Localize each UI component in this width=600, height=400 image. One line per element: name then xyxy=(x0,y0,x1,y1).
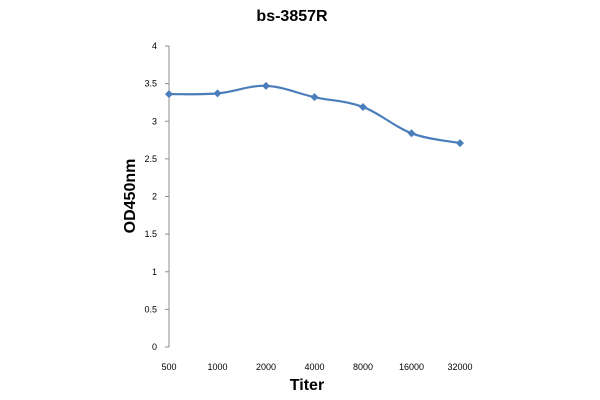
x-tick-label: 32000 xyxy=(447,362,472,372)
y-tick-label: 0.5 xyxy=(144,304,157,314)
y-tick-label: 2.5 xyxy=(144,154,157,164)
y-tick-label: 2 xyxy=(152,192,157,202)
x-axis-ticks: 500 1000 2000 4000 8000 16000 32000 xyxy=(161,362,472,372)
x-tick-label: 4000 xyxy=(304,362,324,372)
data-point xyxy=(359,102,367,111)
series-points xyxy=(165,81,464,148)
data-point xyxy=(310,93,319,102)
data-point xyxy=(407,129,416,138)
y-tick-label: 1.5 xyxy=(144,229,157,239)
y-tick-label: 3 xyxy=(152,116,157,126)
y-axis-title: OD450nm xyxy=(122,159,139,234)
x-tick-label: 8000 xyxy=(353,362,373,372)
data-point xyxy=(213,89,222,98)
y-tick-label: 4 xyxy=(152,41,157,51)
data-point xyxy=(456,139,464,148)
x-tick-label: 500 xyxy=(161,362,176,372)
data-point xyxy=(165,90,173,99)
x-tick-label: 1000 xyxy=(207,362,227,372)
x-tick-label: 16000 xyxy=(399,362,424,372)
y-axis-ticks: 0 0.5 1 1.5 2 2.5 3 3.5 4 xyxy=(144,41,169,352)
y-tick-label: 0 xyxy=(152,342,157,352)
y-tick-label: 1 xyxy=(152,267,157,277)
data-point xyxy=(262,81,270,90)
x-tick-label: 2000 xyxy=(256,362,276,372)
chart-title: bs-3857R xyxy=(256,8,328,25)
y-tick-label: 3.5 xyxy=(144,79,157,89)
x-axis-title: Titer xyxy=(290,377,324,394)
